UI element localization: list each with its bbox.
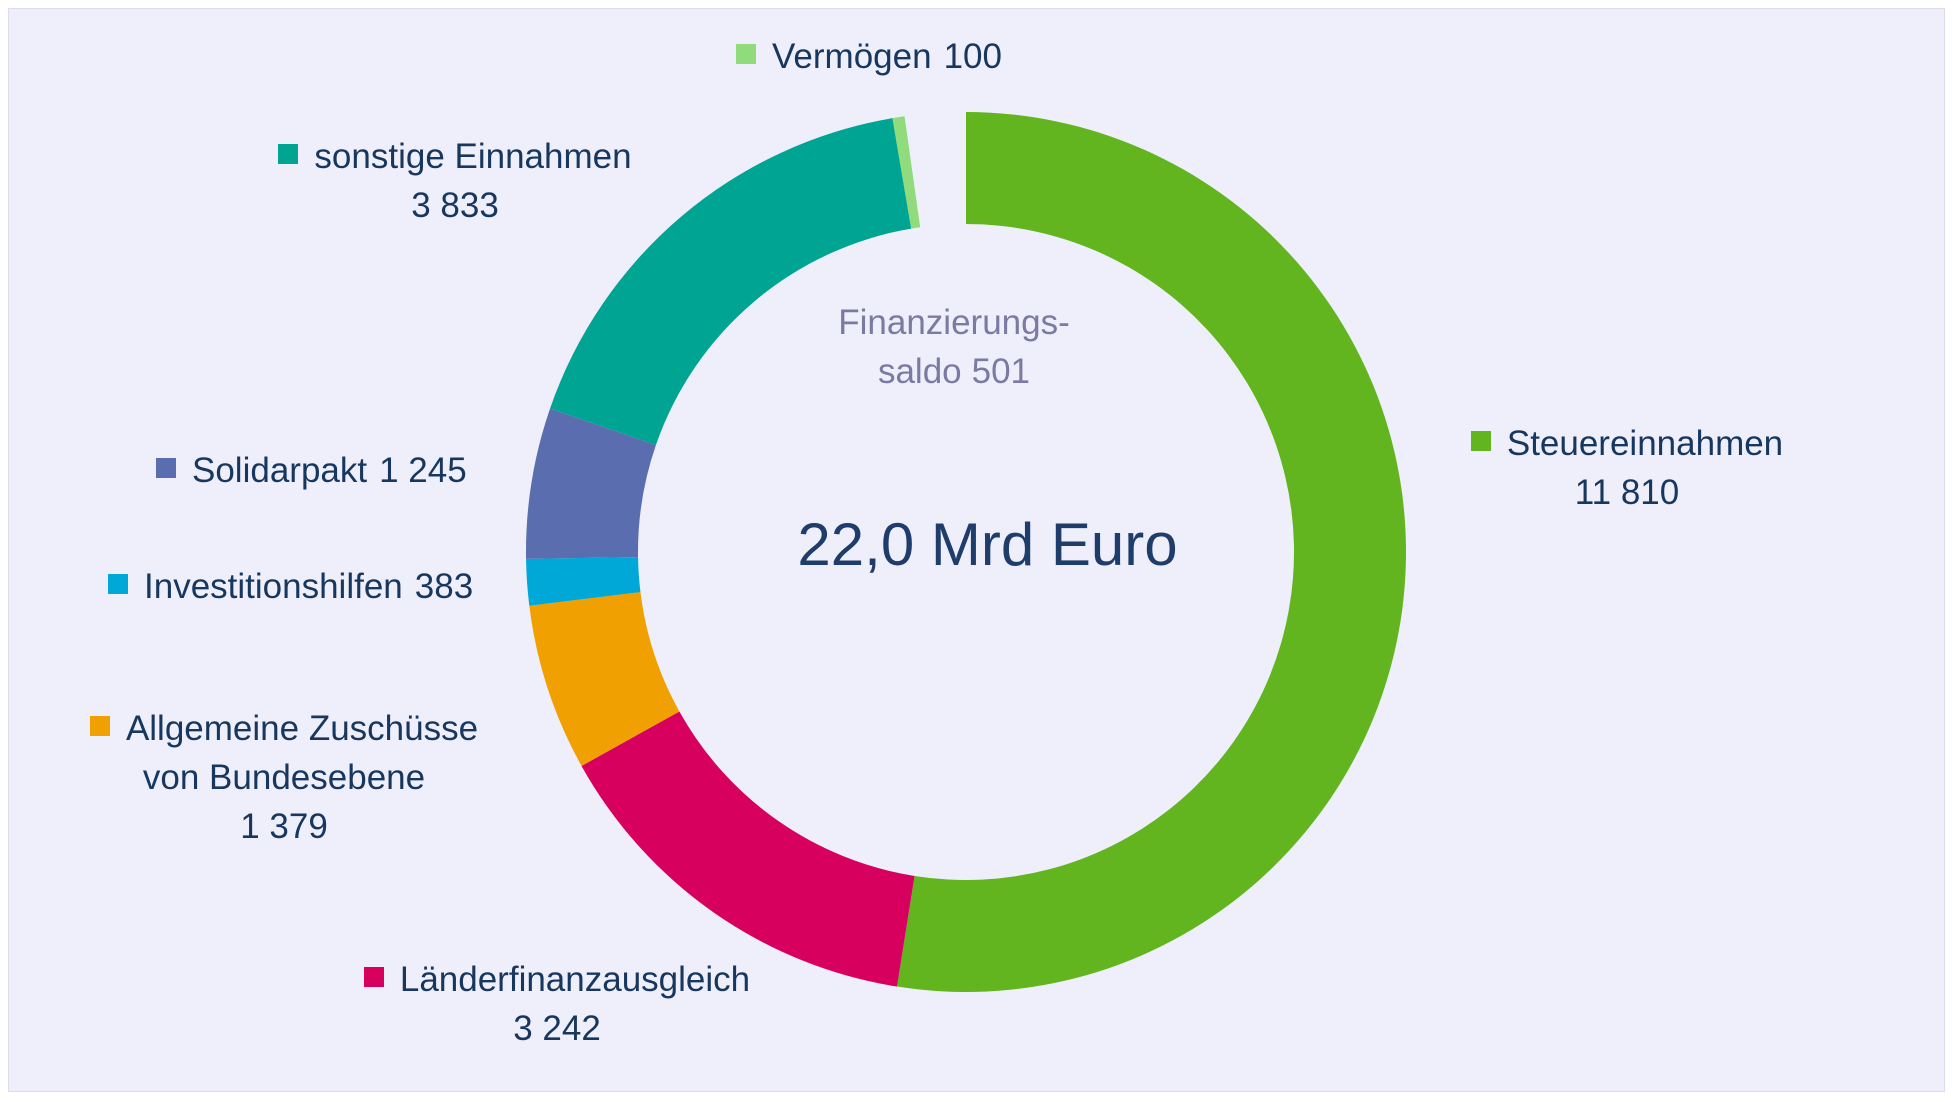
label-name: Solidarpakt — [192, 451, 368, 490]
label-name: Investitionshilfen — [144, 567, 403, 606]
donut-segment — [904, 112, 966, 228]
legend-swatch — [1470, 431, 1491, 451]
data-label: Steuereinnahmen 11 810 — [1417, 419, 1837, 517]
donut-segment — [897, 111, 1407, 993]
donut-segment — [526, 408, 656, 559]
label-value: 383 — [414, 567, 474, 606]
label-name: Länderfinanzausgleich — [399, 960, 751, 999]
legend-swatch — [108, 574, 128, 594]
donut-segment — [892, 116, 921, 229]
data-label: sonstige Einnahmen 3 833 — [225, 132, 685, 230]
legend-swatch — [736, 44, 756, 64]
data-label: Investitionshilfen 383 — [108, 562, 473, 611]
label-name: Steuereinnahmen — [1506, 424, 1784, 463]
label-value: 1 245 — [379, 451, 467, 490]
legend-swatch — [156, 458, 176, 478]
label-value: 100 — [943, 37, 1002, 76]
label-name: Finanzierungs-saldo — [838, 303, 1070, 391]
data-label: Länderfinanzausgleich 3 242 — [327, 955, 787, 1053]
label-value: 3 833 — [411, 186, 499, 225]
data-label: Allgemeine Zuschüsse von Bundesebene 1 37… — [74, 704, 494, 851]
data-label: Finanzierungs-saldo 501 — [804, 298, 1104, 396]
label-name: Allgemeine Zuschüsse von Bundesebene — [125, 709, 479, 797]
legend-swatch — [89, 716, 110, 736]
donut-segment — [526, 557, 641, 606]
chart-title: 22,0 Mrd Euro — [797, 511, 1178, 578]
label-value: 501 — [971, 352, 1031, 391]
data-label: Vermögen 100 — [736, 32, 1002, 81]
donut-segment — [550, 118, 912, 446]
label-value: 1 379 — [240, 807, 328, 846]
label-value: 11 810 — [1574, 473, 1680, 512]
data-label: Solidarpakt 1 245 — [156, 446, 467, 495]
legend-swatch — [363, 967, 384, 987]
label-name: Vermögen — [772, 37, 932, 76]
donut-segment — [581, 711, 915, 987]
legend-swatch — [278, 144, 299, 164]
label-value: 3 242 — [513, 1009, 601, 1048]
label-name: sonstige Einnahmen — [314, 137, 632, 176]
donut-segment — [529, 592, 680, 766]
